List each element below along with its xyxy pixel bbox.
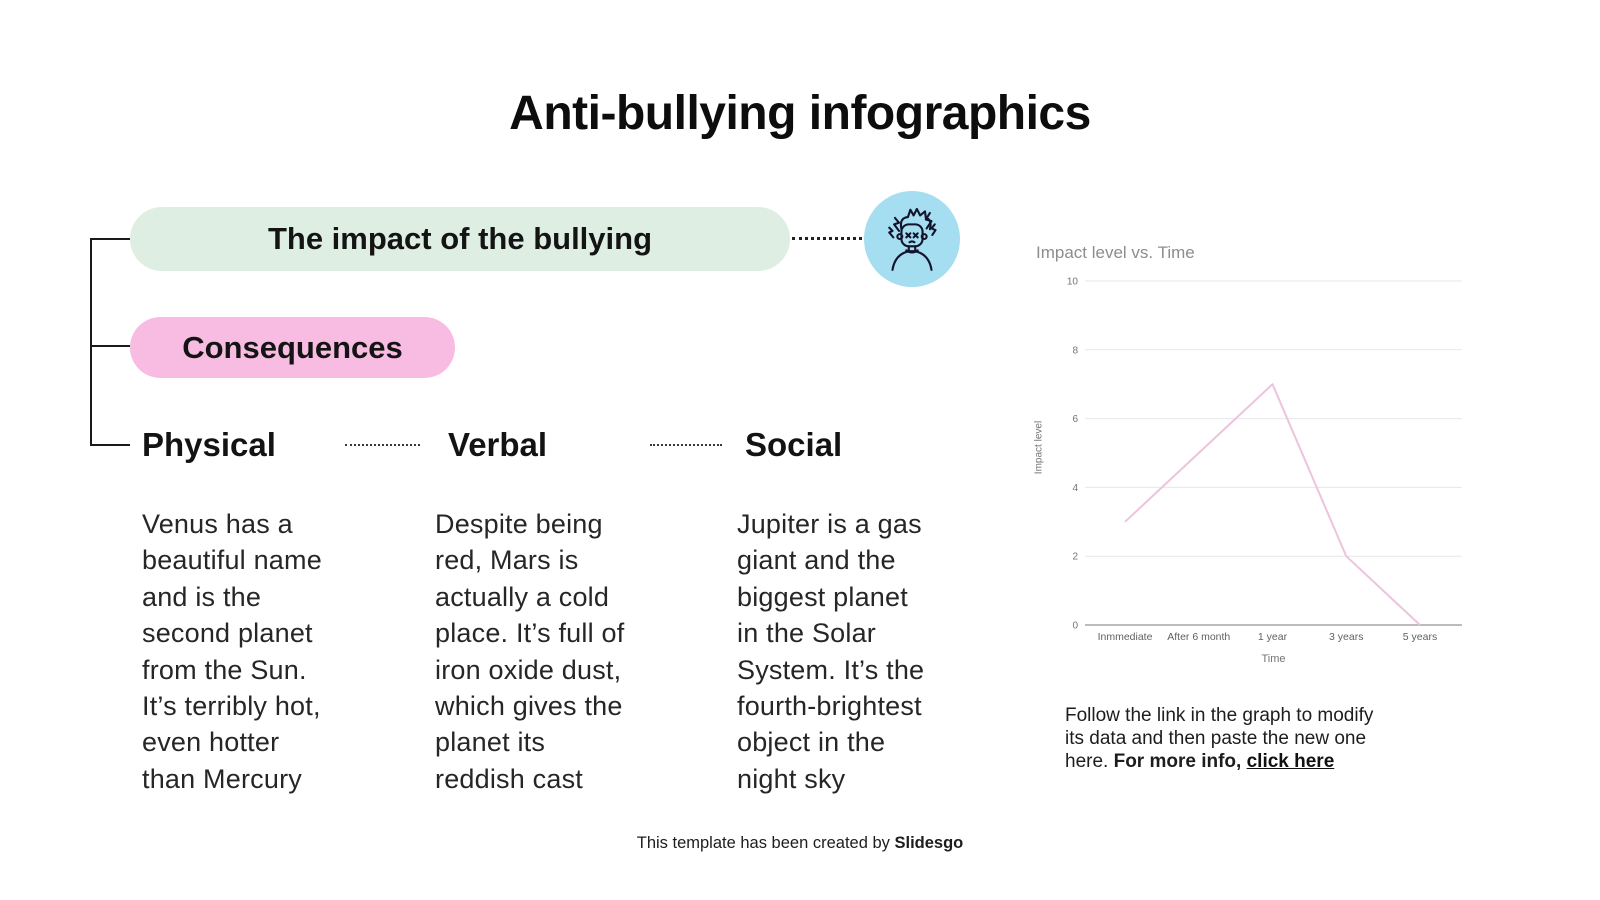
- chart-y-tick-label: 8: [1072, 345, 1078, 356]
- impact-pill: The impact of the bullying: [130, 207, 790, 271]
- chart-note-text: Follow the link in the graph to modify i…: [1065, 705, 1374, 772]
- chart-note-bold-text: For more info,: [1113, 751, 1247, 772]
- tree-bracket-stub-consequences: [90, 345, 130, 347]
- dotted-separator-1: [345, 444, 420, 446]
- click-here-link[interactable]: click here: [1246, 751, 1335, 772]
- tree-bracket-stub-columns: [90, 444, 130, 446]
- consequences-pill: Consequences: [130, 317, 455, 378]
- footer-credit: This template has been created by Slides…: [0, 834, 1600, 853]
- chart-x-category-label: 5 years: [1403, 631, 1437, 643]
- chart-y-tick-label: 0: [1072, 621, 1078, 632]
- column-body-verbal: Despite being red, Mars is actually a co…: [435, 509, 625, 794]
- chart-x-category-label: 1 year: [1258, 631, 1288, 643]
- line-chart-plot: 10 8 6 4 2 0 Inmmediate After 6 month 1 year 3 ye…: [1067, 277, 1462, 643]
- column-body-physical: Venus has a beautiful name and is the se…: [142, 509, 322, 794]
- chart-x-category-label: 3 years: [1329, 631, 1363, 643]
- column-body-social: Jupiter is a gas giant and the biggest p…: [737, 509, 925, 794]
- chart-note: Follow the link in the graph to modify i…: [1065, 704, 1465, 773]
- avatar: [864, 191, 960, 287]
- column-heading-physical: Physical: [142, 426, 276, 463]
- chart-x-category-label: After 6 month: [1167, 631, 1230, 643]
- chart-x-axis-label: Time: [1261, 653, 1286, 665]
- chart-y-axis-label: Impact level: [1033, 420, 1045, 475]
- chart-x-category-label: Inmmediate: [1098, 631, 1153, 643]
- chart-title: Impact level vs. Time: [1036, 243, 1195, 262]
- chart-y-tick-label: 2: [1072, 552, 1078, 563]
- tree-bracket-vertical-line: [90, 238, 92, 446]
- stressed-person-icon: [873, 200, 951, 278]
- chart-y-tick-label: 10: [1067, 277, 1079, 288]
- tree-bracket-stub-impact: [90, 238, 130, 240]
- chart-y-tick-label: 6: [1072, 414, 1078, 425]
- impact-level-chart: Impact level vs. Time 10 8 6 4 2 0 Inmmediate A…: [1030, 240, 1475, 678]
- column-heading-verbal: Verbal: [448, 426, 548, 463]
- dotted-connector-line: [792, 237, 862, 240]
- dotted-separator-2: [650, 444, 722, 446]
- page-title: Anti-bullying infographics: [509, 87, 1091, 140]
- impact-pill-label: The impact of the bullying: [267, 221, 653, 256]
- footer-brand: Slidesgo: [894, 834, 964, 852]
- consequences-pill-label: Consequences: [182, 329, 403, 365]
- footer-text: This template has been created by: [636, 834, 895, 852]
- column-heading-social: Social: [745, 426, 843, 463]
- chart-y-tick-label: 4: [1072, 483, 1078, 494]
- chart-data-line: [1124, 383, 1421, 626]
